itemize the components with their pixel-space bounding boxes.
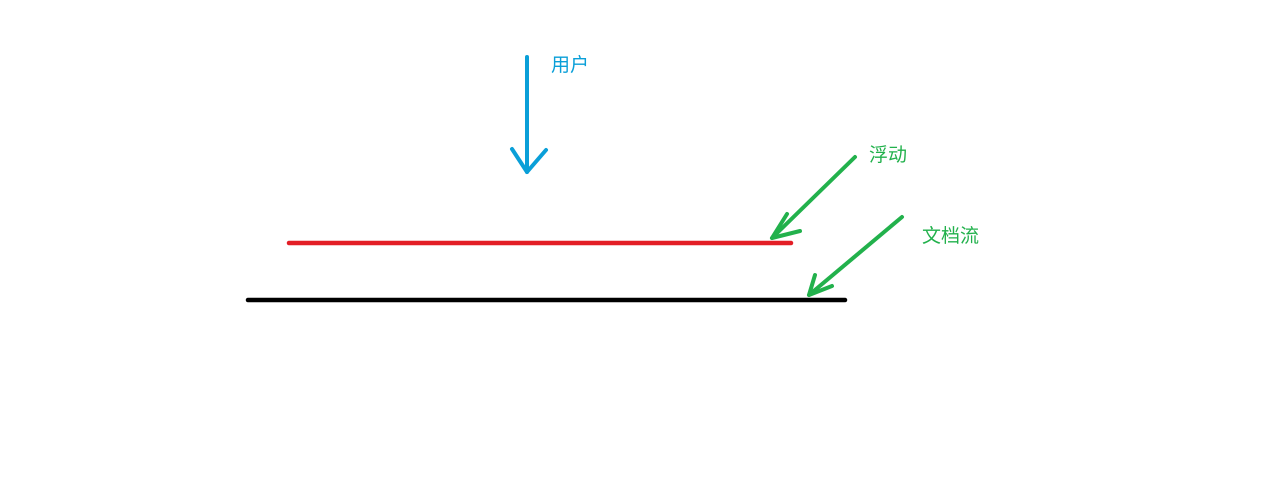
float-pointer-arrow <box>770 155 857 240</box>
user-arrow <box>510 55 548 174</box>
document-flow-label: 文档流 <box>922 225 980 247</box>
user-label: 用户 <box>551 54 590 76</box>
float-label: 浮动 <box>869 144 908 166</box>
document-flow-pointer-arrow <box>807 215 904 297</box>
